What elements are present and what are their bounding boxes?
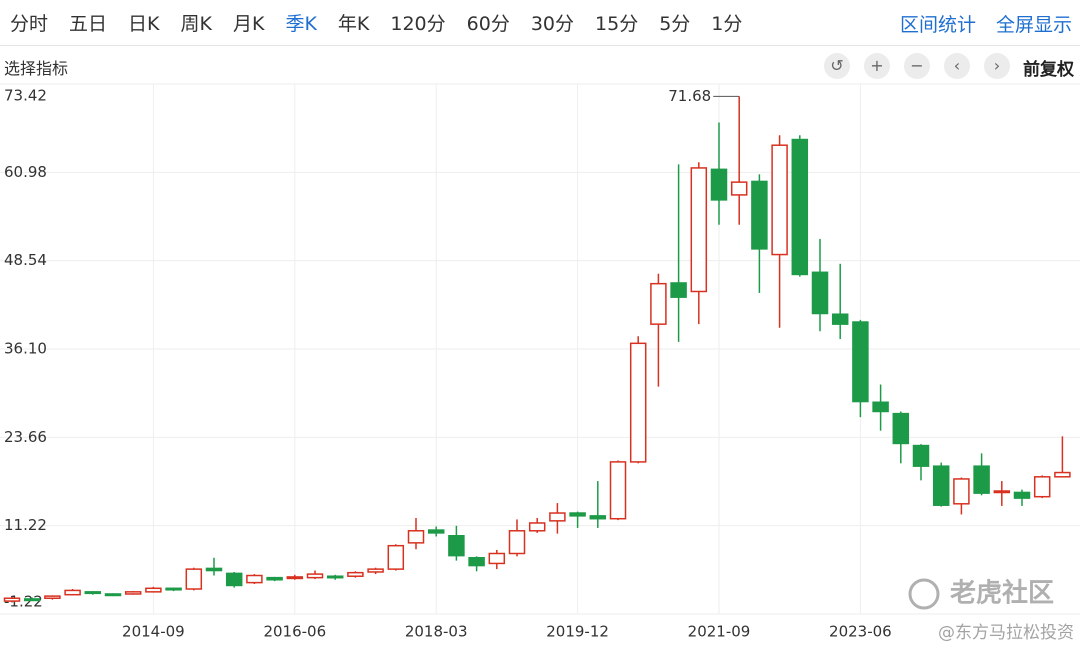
candle-body — [609, 461, 627, 520]
y-tick-label: 60.98 — [4, 163, 47, 181]
candle-body — [690, 167, 708, 293]
candle-body — [629, 342, 647, 463]
period-tab[interactable]: 月K — [232, 13, 265, 35]
candle-body — [165, 587, 182, 591]
candle-body — [953, 478, 970, 505]
candle-body — [1033, 476, 1051, 498]
max-label: 71.68 — [668, 87, 711, 105]
candle-body — [508, 530, 526, 555]
candle-body — [407, 530, 425, 544]
period-tab[interactable]: 季K — [285, 13, 317, 35]
candle-body — [852, 321, 869, 403]
candle-body — [3, 597, 21, 602]
period-tab[interactable]: 年K — [337, 13, 370, 35]
left-button[interactable]: ‹ — [944, 53, 970, 79]
adjust-select[interactable]: 前复权 — [1023, 60, 1074, 80]
y-tick-label: 11.22 — [4, 516, 47, 534]
candle-body — [710, 168, 728, 201]
right-button[interactable]: › — [984, 53, 1010, 79]
y-tick-label: 36.10 — [4, 340, 47, 358]
candle-body — [569, 512, 586, 517]
candle-body — [326, 575, 344, 579]
candle-body — [448, 534, 465, 557]
period-tab[interactable]: 30分 — [530, 13, 575, 35]
candle-body — [932, 465, 950, 506]
candle-body — [771, 144, 788, 256]
period-tab[interactable]: 5分 — [659, 13, 691, 35]
candle-body — [831, 313, 849, 325]
y-tick-label: -1.22 — [4, 593, 43, 611]
period-tab[interactable]: 1分 — [711, 13, 743, 35]
watermark: 老虎社区 — [950, 578, 1054, 609]
chart-toolbar: 选择指标 ↺ + − ‹ › 前复权 — [0, 52, 1080, 80]
candle-body — [205, 567, 223, 572]
candle-body — [912, 444, 930, 467]
candle-body — [670, 282, 687, 298]
action-button[interactable]: 全屏显示 — [995, 14, 1072, 36]
chart-controls: ↺ + − ‹ › — [810, 53, 1010, 79]
x-tick-label: 2016-06 — [263, 623, 326, 641]
candle-body — [246, 574, 263, 584]
candle-body — [84, 591, 102, 595]
candle-body — [44, 595, 61, 599]
candle-body — [872, 401, 889, 413]
period-tab[interactable]: 周K — [180, 13, 212, 35]
candle-body — [973, 465, 990, 494]
candle-body — [468, 557, 485, 567]
period-tabs: 分时 五日 日K 周K 月K 季K 年K 120分 60分 30分 15分 5分 1分 — [0, 9, 763, 36]
x-tick-label: 2014-09 — [122, 623, 185, 641]
candle-body — [528, 522, 546, 532]
candle-body — [589, 515, 607, 520]
candle-body — [367, 568, 384, 573]
y-tick-label: 48.54 — [4, 251, 47, 269]
candle-body — [993, 490, 1011, 494]
candle-body — [791, 138, 809, 276]
x-tick-label: 2021-09 — [688, 623, 751, 641]
candle-body — [124, 591, 142, 595]
candle-body — [1013, 491, 1031, 499]
period-tab[interactable]: 15分 — [595, 13, 639, 35]
period-tab[interactable]: 分时 — [10, 13, 49, 35]
reset-button[interactable]: ↺ — [824, 53, 850, 79]
x-tick-label: 2019-12 — [546, 623, 609, 641]
action-button[interactable]: 区间统计 — [899, 14, 976, 36]
period-tab[interactable]: 五日 — [69, 13, 108, 35]
zoom-in-button[interactable]: + — [864, 53, 890, 79]
candle-body — [1054, 471, 1071, 478]
candle-body — [650, 282, 667, 325]
y-tick-label: 23.66 — [4, 428, 47, 446]
candle-body — [811, 271, 829, 315]
period-tab[interactable]: 日K — [128, 13, 160, 35]
watermark: @东方马拉松投资 — [938, 623, 1074, 643]
x-tick-label: 2023-06 — [829, 623, 892, 641]
indicator-select[interactable]: 选择指标 — [4, 59, 69, 78]
period-tab[interactable]: 60分 — [466, 13, 510, 35]
actions: 区间统计 全屏显示 — [880, 10, 1072, 37]
candle-body — [145, 587, 162, 593]
candle-body — [104, 593, 122, 597]
candle-body — [892, 412, 910, 445]
candle-body — [347, 571, 364, 577]
toolbar: 分时 五日 日K 周K 月K 季K 年K 120分 60分 30分 15分 5分 1分 区间统计 全屏显示 — [0, 0, 1080, 46]
candle-body — [266, 576, 283, 581]
candle-body — [23, 598, 41, 602]
y-tick-label: 73.42 — [4, 87, 47, 105]
candle-body — [64, 589, 81, 596]
watermark-logo — [908, 578, 940, 610]
period-tab[interactable]: 120分 — [390, 13, 446, 35]
zoom-out-button[interactable]: − — [904, 53, 930, 79]
candle-body — [286, 576, 304, 580]
candle-body — [427, 529, 445, 534]
candle-body — [488, 552, 506, 565]
candle-body — [751, 180, 768, 250]
candle-body — [549, 512, 566, 522]
x-tick-label: 2018-03 — [405, 623, 468, 641]
candle-body — [185, 568, 203, 590]
candle-body — [730, 181, 748, 196]
candle-body — [225, 572, 243, 587]
candle-body — [387, 544, 405, 570]
candle-body — [306, 573, 324, 579]
